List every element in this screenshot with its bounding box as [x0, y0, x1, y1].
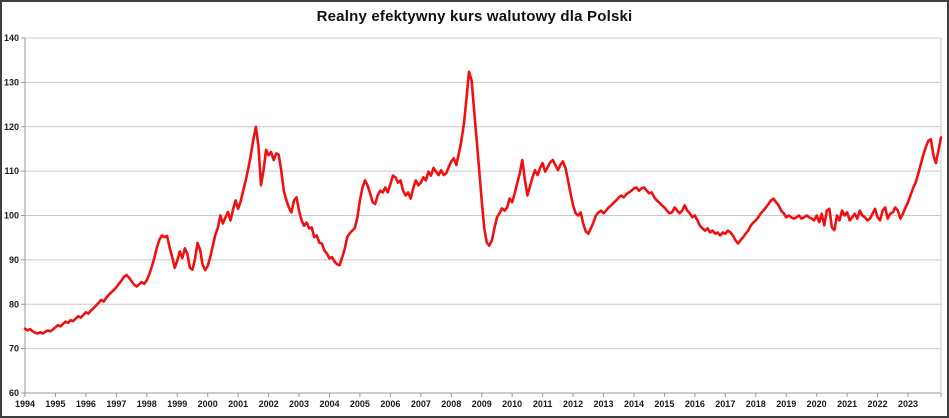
x-tick-label: 2020 [807, 399, 827, 409]
y-tick-label: 80 [9, 299, 19, 309]
x-tick-label: 2022 [868, 399, 888, 409]
x-tick-label: 2018 [746, 399, 766, 409]
x-tick-label: 2003 [289, 399, 309, 409]
x-tick-label: 2007 [411, 399, 431, 409]
x-tick-label: 2008 [441, 399, 461, 409]
x-tick-label: 2012 [563, 399, 583, 409]
x-tick-label: 2021 [837, 399, 857, 409]
x-tick-label: 2006 [380, 399, 400, 409]
x-tick-label: 2004 [319, 399, 339, 409]
x-tick-label: 1994 [15, 399, 35, 409]
y-tick-label: 70 [9, 344, 19, 354]
x-tick-label: 2013 [594, 399, 614, 409]
x-tick-label: 2023 [898, 399, 918, 409]
y-tick-label: 140 [4, 33, 19, 43]
x-tick-label: 2010 [502, 399, 522, 409]
x-tick-label: 1997 [106, 399, 126, 409]
y-tick-label: 120 [4, 122, 19, 132]
x-tick-label: 1998 [137, 399, 157, 409]
x-tick-label: 1999 [167, 399, 187, 409]
x-tick-label: 2017 [715, 399, 735, 409]
x-tick-label: 2011 [533, 399, 553, 409]
x-tick-label: 2009 [472, 399, 492, 409]
y-tick-label: 110 [4, 166, 19, 176]
x-tick-label: 2002 [259, 399, 279, 409]
y-tick-label: 130 [4, 77, 19, 87]
x-tick-label: 2000 [198, 399, 218, 409]
x-tick-label: 1996 [76, 399, 96, 409]
x-tick-label: 2014 [624, 399, 644, 409]
x-tick-label: 2001 [228, 399, 248, 409]
x-tick-label: 2019 [776, 399, 796, 409]
reer-series-line [23, 70, 943, 335]
y-tick-label: 100 [4, 211, 19, 221]
y-tick-label: 60 [9, 388, 19, 398]
y-tick-label: 90 [9, 255, 19, 265]
chart-title: Realny efektywny kurs walutowy dla Polsk… [316, 8, 633, 25]
x-tick-label: 2015 [654, 399, 674, 409]
x-tick-label: 2016 [685, 399, 705, 409]
x-tick-label: 2005 [350, 399, 370, 409]
x-tick-label: 1995 [45, 399, 65, 409]
